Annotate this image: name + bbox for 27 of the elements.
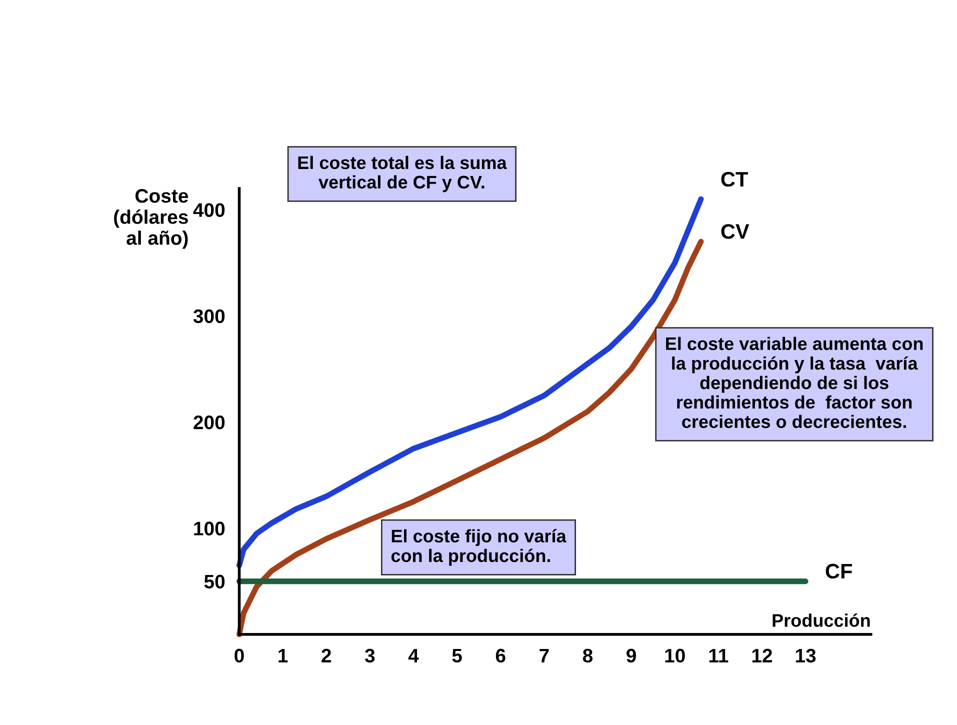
x-tick-label: 1 <box>278 648 288 662</box>
x-tick-label: 13 <box>796 648 816 663</box>
y-tick-label: 200 <box>194 416 225 430</box>
x-tick-label: 7 <box>540 648 549 662</box>
annotation: El coste variable aumenta con la producción y la tasa varía dependiendo de si los rendimientos de factor son crecientes o decrecientes. <box>666 336 923 428</box>
x-axis-title: Producción <box>772 613 870 627</box>
x-tick-label: 0 <box>234 648 244 663</box>
annotation: El coste fijo no varía con la producción. <box>391 529 566 566</box>
x-tick-label: 3 <box>364 648 375 663</box>
series-label: CV <box>721 224 750 239</box>
y-axis-title: Coste (dólares al año) <box>114 189 188 249</box>
x-tick-label: 8 <box>582 648 593 663</box>
x-tick-label: 10 <box>665 648 685 663</box>
series-label: CT <box>721 172 748 187</box>
y-tick-label: 50 <box>204 574 225 589</box>
x-tick-label: 6 <box>496 648 506 663</box>
x-tick-label: 5 <box>452 648 462 663</box>
x-tick-label: 12 <box>752 648 772 662</box>
y-tick-label: 100 <box>194 522 225 536</box>
y-tick-label: 300 <box>193 309 225 324</box>
annotation: El coste total es la suma vertical de CF y CV. <box>298 156 507 192</box>
series-label: CF <box>826 564 852 579</box>
x-tick-label: 4 <box>408 648 419 662</box>
x-tick-label: 2 <box>322 648 331 662</box>
x-tick-label: 9 <box>626 648 636 663</box>
y-tick-label: 400 <box>193 203 225 217</box>
x-tick-label: 11 <box>709 648 728 662</box>
